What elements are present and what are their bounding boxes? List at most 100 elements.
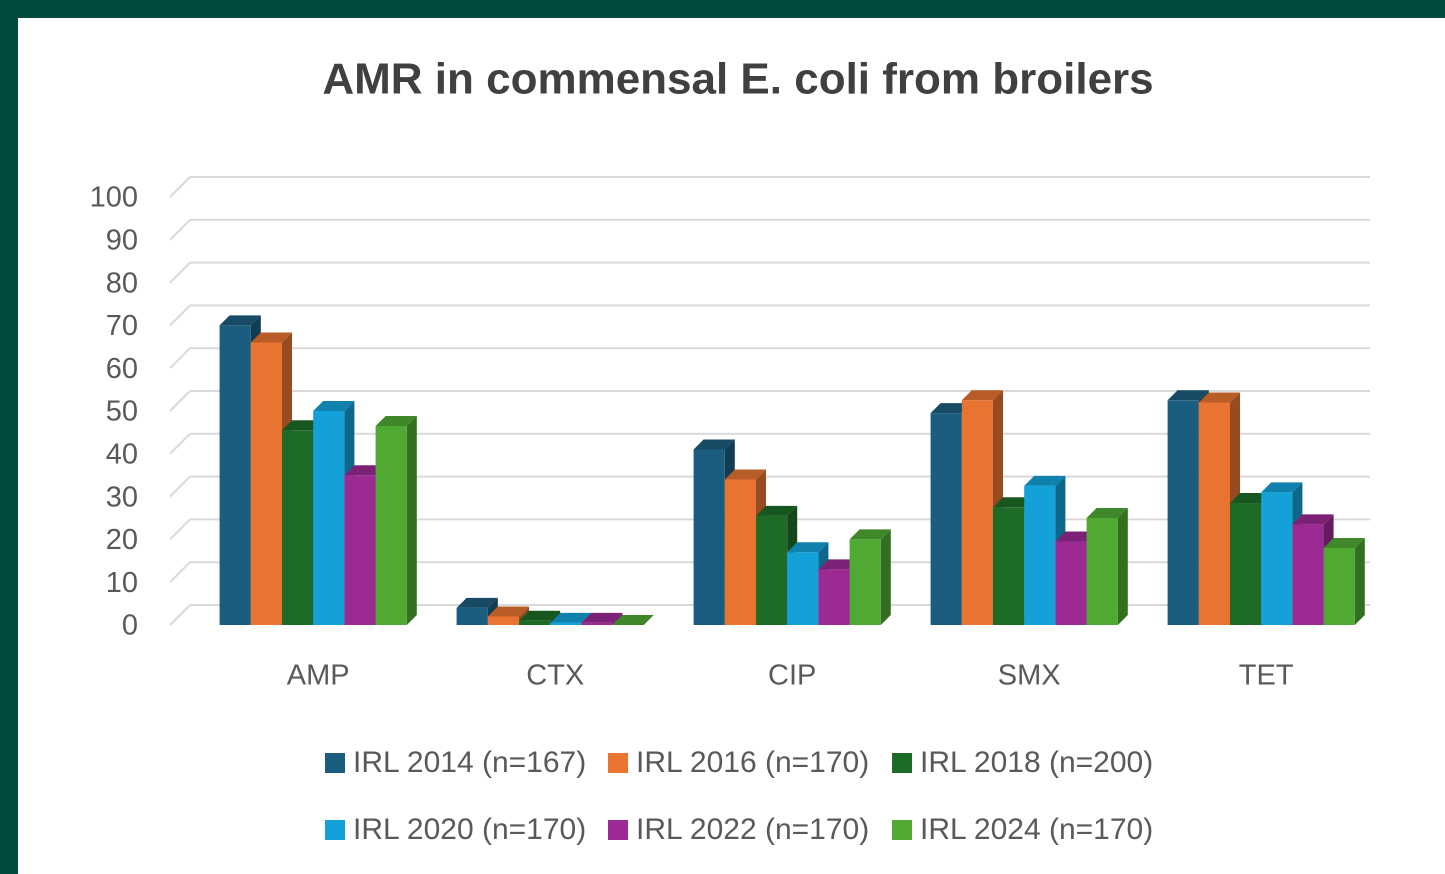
bar-side	[1117, 508, 1128, 625]
grid-line	[169, 304, 191, 327]
grid-line	[169, 604, 191, 626]
bar-top	[282, 420, 324, 431]
bar	[1292, 524, 1324, 625]
bar	[787, 552, 819, 625]
bar-side	[612, 612, 623, 625]
bar	[1230, 503, 1262, 625]
bar	[282, 430, 314, 625]
bar-top	[1198, 392, 1240, 403]
bar	[818, 569, 850, 625]
bar-top	[344, 465, 386, 476]
legend-swatch	[892, 753, 912, 773]
bar-top	[375, 415, 417, 426]
y-tick-label: 30	[106, 481, 138, 513]
y-tick-label: 40	[106, 438, 138, 470]
bar	[344, 475, 376, 625]
bar-top	[581, 612, 623, 623]
bar	[1261, 492, 1293, 625]
bar	[849, 539, 881, 625]
bar	[1198, 402, 1230, 625]
bar-top	[550, 612, 592, 623]
legend-swatch	[325, 753, 345, 773]
bar-top	[693, 439, 735, 450]
y-tick-label: 100	[90, 182, 138, 214]
x-tick-label: SMX	[998, 660, 1061, 692]
grid-line	[169, 390, 191, 412]
bar-top	[219, 315, 261, 326]
bar	[456, 607, 488, 625]
grid-line	[169, 433, 191, 455]
bar	[550, 622, 582, 625]
y-tick-label: 90	[106, 224, 138, 256]
x-tick-label: AMP	[287, 660, 350, 692]
bar	[756, 515, 788, 625]
bar-top	[724, 469, 766, 480]
bar	[487, 616, 519, 625]
bar	[930, 413, 962, 625]
bar-top	[250, 332, 292, 343]
bar	[961, 400, 993, 625]
bar-top	[456, 597, 498, 608]
bar	[1323, 547, 1355, 625]
bar-side	[1354, 537, 1365, 625]
bar-top	[1230, 493, 1272, 504]
y-tick-label: 20	[106, 524, 138, 556]
bar-top	[787, 542, 829, 553]
bar-top	[961, 390, 1003, 401]
bar-top	[1024, 475, 1066, 486]
bar-top	[1261, 482, 1303, 493]
legend-swatch	[608, 820, 628, 840]
bar-top	[1323, 537, 1365, 548]
grid-line	[169, 561, 191, 583]
bar	[693, 449, 725, 625]
legend-label: IRL 2018 (n=200)	[920, 746, 1153, 779]
bar	[1024, 485, 1056, 625]
y-tick-label: 80	[106, 267, 138, 299]
bar-top	[993, 497, 1035, 508]
legend-swatch	[608, 753, 628, 773]
bar-top	[849, 529, 891, 540]
y-tick-label: 70	[106, 310, 138, 342]
legend-label: IRL 2024 (n=170)	[920, 813, 1153, 846]
bar	[993, 507, 1025, 625]
bar	[250, 342, 282, 625]
grid-line	[169, 475, 191, 498]
bar	[375, 425, 407, 625]
y-tick-label: 0	[122, 610, 138, 642]
bar	[313, 411, 345, 625]
grid-line	[169, 219, 191, 241]
y-tick-label: 10	[106, 567, 138, 599]
x-tick-label: TET	[1239, 660, 1294, 692]
bar-top	[756, 505, 798, 516]
bar-side	[406, 415, 417, 625]
bar-top	[1055, 531, 1097, 542]
bar-side	[880, 529, 891, 625]
grid-line	[169, 176, 191, 198]
grid-line	[169, 261, 191, 284]
bar-top	[930, 403, 972, 414]
bar	[1086, 518, 1118, 625]
bar-top	[1167, 390, 1209, 401]
bar	[1167, 400, 1199, 625]
bar-top	[313, 401, 355, 411]
y-tick-label: 50	[106, 396, 138, 428]
chart-title: AMR in commensal E. coli from broilers	[322, 55, 1153, 104]
x-tick-label: CIP	[768, 660, 816, 692]
legend-swatch	[325, 820, 345, 840]
bar	[1055, 541, 1087, 625]
bar	[581, 622, 613, 625]
legend-label: IRL 2022 (n=170)	[636, 813, 869, 846]
legend-swatch	[892, 820, 912, 840]
bar-top	[487, 606, 529, 617]
legend-label: IRL 2014 (n=167)	[353, 746, 586, 779]
bar-top	[1292, 514, 1334, 525]
x-tick-label: CTX	[526, 660, 584, 692]
bar-top	[519, 610, 561, 621]
bar	[219, 325, 251, 625]
bar	[724, 479, 756, 625]
bar-top	[818, 559, 860, 570]
bar	[519, 620, 551, 625]
grid-line	[169, 518, 191, 541]
